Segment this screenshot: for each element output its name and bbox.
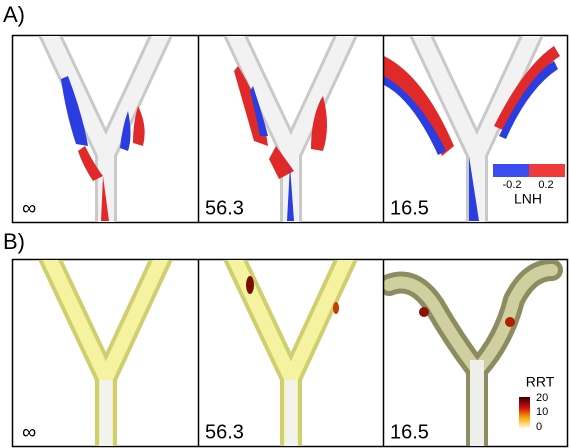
colorbar — [493, 164, 565, 177]
colorbar-tick: 10 — [536, 406, 548, 418]
subpanel-label: 16.5 — [390, 197, 429, 219]
colorbar-title: LNH — [514, 191, 542, 207]
colorbar-tick: -0.2 — [503, 179, 522, 191]
colorbar-title: RRT — [526, 374, 555, 390]
colorbar-tick: 20 — [536, 392, 548, 404]
subpanel-label: 56.3 — [205, 197, 244, 219]
vessel-images — [48, 35, 560, 222]
vessel-images — [48, 259, 563, 446]
subpanel-label: 16.5 — [390, 421, 429, 443]
panel-label: B) — [3, 229, 25, 254]
colorbar-tick: 0 — [536, 421, 542, 433]
subpanel-label: ∞ — [22, 197, 36, 219]
subpanel-label: ∞ — [22, 421, 36, 443]
colorbar-tick: 0.2 — [538, 179, 553, 191]
subpanel-label: 56.3 — [205, 421, 244, 443]
colorbar — [519, 397, 530, 428]
panel-label: A) — [3, 2, 25, 27]
